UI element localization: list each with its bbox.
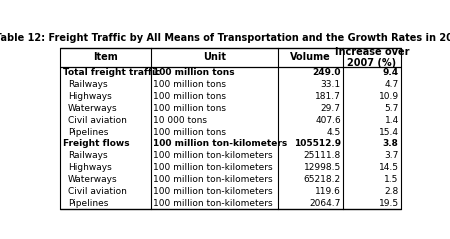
Text: 29.7: 29.7 xyxy=(321,104,341,113)
Text: Waterways: Waterways xyxy=(68,175,118,184)
Text: 407.6: 407.6 xyxy=(315,116,341,125)
Text: 100 million tons: 100 million tons xyxy=(153,128,226,136)
Text: Volume: Volume xyxy=(290,53,331,62)
Text: 100 million ton-kilometers: 100 million ton-kilometers xyxy=(153,175,272,184)
Text: Table 12: Freight Traffic by All Means of Transportation and the Growth Rates in: Table 12: Freight Traffic by All Means o… xyxy=(0,33,450,43)
Text: 33.1: 33.1 xyxy=(321,80,341,89)
Text: 100 million ton-kilometers: 100 million ton-kilometers xyxy=(153,199,272,208)
Text: 4.7: 4.7 xyxy=(384,80,399,89)
Text: 65218.2: 65218.2 xyxy=(304,175,341,184)
Text: Waterways: Waterways xyxy=(68,104,118,113)
Text: 25111.8: 25111.8 xyxy=(304,151,341,160)
Text: 19.5: 19.5 xyxy=(378,199,399,208)
Text: 4.5: 4.5 xyxy=(327,128,341,136)
Text: 14.5: 14.5 xyxy=(379,163,399,172)
Text: 2.8: 2.8 xyxy=(384,187,399,196)
Text: 100 million tons: 100 million tons xyxy=(153,80,226,89)
Text: 9.4: 9.4 xyxy=(382,68,399,77)
Text: 100 million tons: 100 million tons xyxy=(153,68,234,77)
Text: 100 million ton-kilometers: 100 million ton-kilometers xyxy=(153,187,272,196)
Text: Item: Item xyxy=(93,53,118,62)
Text: Highways: Highways xyxy=(68,92,112,101)
Text: Civil aviation: Civil aviation xyxy=(68,187,127,196)
Text: 100 million ton-kilometers: 100 million ton-kilometers xyxy=(153,151,272,160)
Text: 1.4: 1.4 xyxy=(384,116,399,125)
Text: Total freight traffic: Total freight traffic xyxy=(63,68,160,77)
Text: 10.9: 10.9 xyxy=(378,92,399,101)
Text: 10 000 tons: 10 000 tons xyxy=(153,116,207,125)
Text: Pipelines: Pipelines xyxy=(68,128,108,136)
Text: Civil aviation: Civil aviation xyxy=(68,116,127,125)
Text: Highways: Highways xyxy=(68,163,112,172)
Text: 105512.9: 105512.9 xyxy=(294,139,341,148)
Text: 100 million tons: 100 million tons xyxy=(153,92,226,101)
Text: Railways: Railways xyxy=(68,80,108,89)
Text: Railways: Railways xyxy=(68,151,108,160)
Text: 3.8: 3.8 xyxy=(383,139,399,148)
Text: Freight flows: Freight flows xyxy=(63,139,129,148)
Text: Increase over
2007 (%): Increase over 2007 (%) xyxy=(335,47,409,68)
Text: 2064.7: 2064.7 xyxy=(310,199,341,208)
Text: Unit: Unit xyxy=(203,53,226,62)
Text: 12998.5: 12998.5 xyxy=(304,163,341,172)
Text: 181.7: 181.7 xyxy=(315,92,341,101)
Text: Pipelines: Pipelines xyxy=(68,199,108,208)
Text: 3.7: 3.7 xyxy=(384,151,399,160)
Text: 5.7: 5.7 xyxy=(384,104,399,113)
Text: 15.4: 15.4 xyxy=(379,128,399,136)
Text: 100 million ton-kilometers: 100 million ton-kilometers xyxy=(153,163,272,172)
Text: 249.0: 249.0 xyxy=(312,68,341,77)
Text: 1.5: 1.5 xyxy=(384,175,399,184)
Text: 100 million tons: 100 million tons xyxy=(153,104,226,113)
Text: 100 million ton-kilometers: 100 million ton-kilometers xyxy=(153,139,287,148)
Text: 119.6: 119.6 xyxy=(315,187,341,196)
